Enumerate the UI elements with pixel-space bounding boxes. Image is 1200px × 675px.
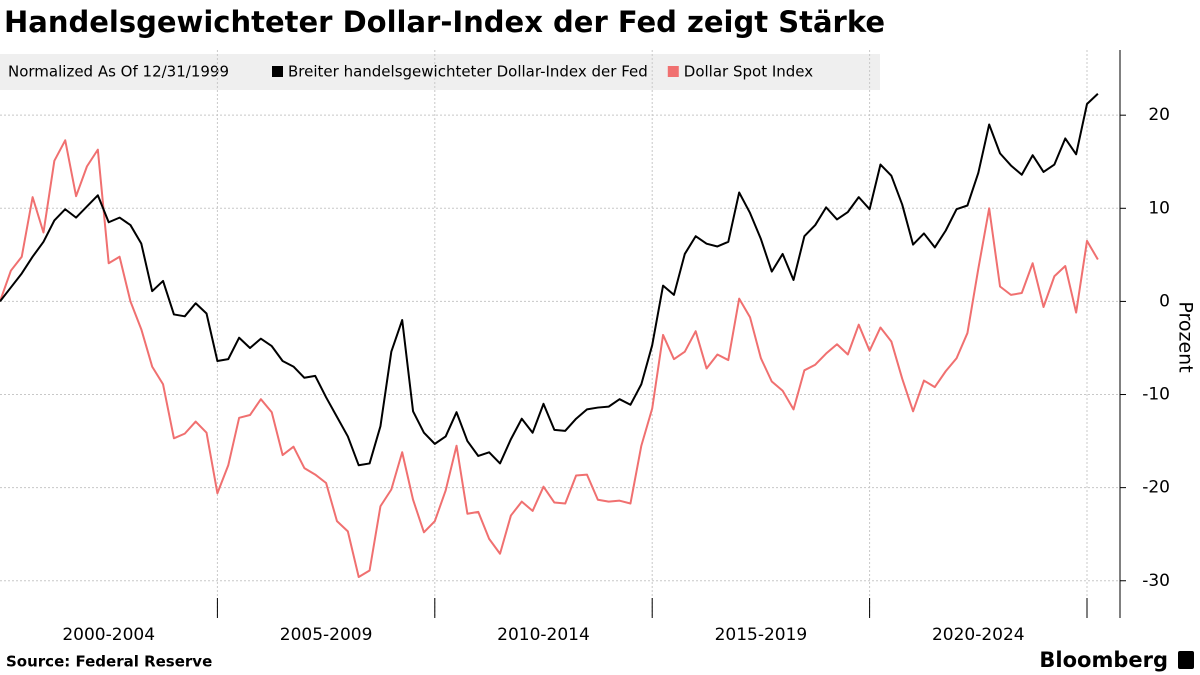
x-tick-label: 2020-2024: [932, 625, 1025, 645]
y-tick-label: -30: [1142, 571, 1170, 591]
series-line: [0, 139, 1099, 579]
series-line: [0, 93, 1099, 467]
brand: Bloomberg: [1039, 648, 1168, 672]
legend-label: Dollar Spot Index: [684, 63, 813, 81]
x-tick-label: 2015-2019: [715, 625, 808, 645]
y-tick-label: 20: [1148, 105, 1170, 125]
y-tick-label: 0: [1159, 291, 1170, 311]
brand-icon: [1178, 651, 1194, 669]
legend-swatch: [272, 66, 283, 77]
source: Source: Federal Reserve: [6, 653, 212, 671]
x-tick-label: 2000-2004: [62, 625, 155, 645]
y-tick-label: -10: [1142, 385, 1170, 405]
legend-background: [0, 54, 880, 90]
y-tick-label: -20: [1142, 478, 1170, 498]
legend-swatch: [667, 66, 679, 77]
x-tick-label: 2010-2014: [497, 625, 590, 645]
x-tick-label: 2005-2009: [280, 625, 373, 645]
chart-title: Handelsgewichteter Dollar-Index der Fed …: [4, 5, 885, 39]
legend-label: Breiter handelsgewichteter Dollar-Index …: [288, 63, 648, 81]
y-axis-label: Prozent: [1175, 301, 1197, 372]
legend-title: Normalized As Of 12/31/1999: [8, 63, 229, 81]
y-tick-label: 10: [1148, 198, 1170, 218]
